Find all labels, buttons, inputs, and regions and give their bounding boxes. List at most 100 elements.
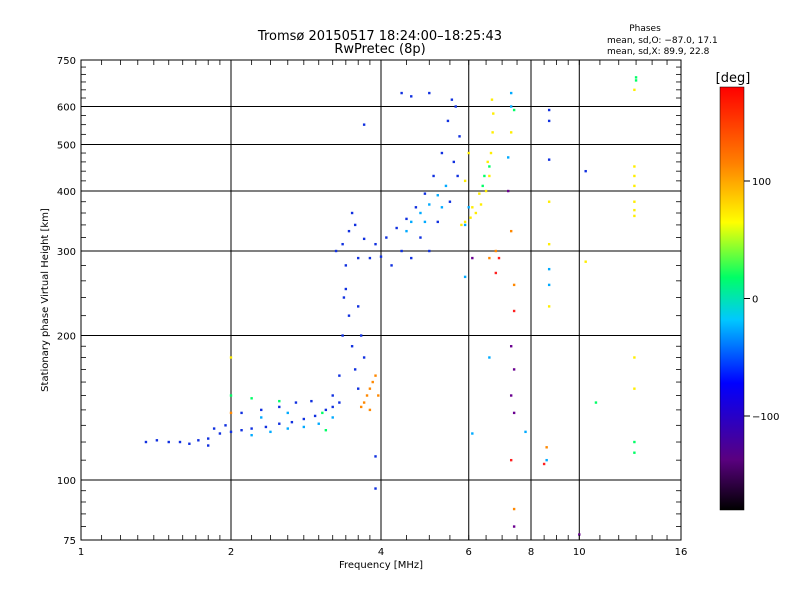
data-point	[342, 296, 346, 299]
data-point	[633, 356, 636, 359]
data-point	[547, 305, 551, 308]
x-tick-label: 4	[378, 547, 384, 558]
y-tick-label: 600	[57, 103, 76, 114]
phase-box-line-o: mean, sd,O: −87.0, 17.1	[607, 36, 718, 46]
data-point	[545, 446, 548, 449]
data-point	[410, 220, 413, 224]
data-point	[509, 229, 513, 233]
x-tick-label: 8	[528, 547, 534, 558]
data-point	[324, 408, 328, 412]
data-point	[385, 236, 388, 239]
data-point	[240, 411, 243, 415]
data-point	[379, 255, 383, 258]
data-point	[155, 439, 159, 442]
data-point	[374, 242, 377, 246]
data-point	[374, 455, 377, 458]
data-point	[584, 169, 587, 173]
data-point	[509, 394, 513, 397]
data-point	[578, 533, 581, 536]
data-point	[452, 160, 456, 164]
data-point	[448, 200, 452, 203]
data-point	[250, 427, 253, 430]
data-point	[410, 256, 413, 260]
data-point	[509, 458, 513, 462]
data-point	[356, 305, 360, 308]
data-point	[313, 414, 317, 418]
data-point	[331, 416, 334, 419]
x-tick-label: 6	[466, 547, 472, 558]
data-point	[524, 430, 527, 434]
data-point	[446, 119, 450, 123]
data-point	[509, 91, 513, 95]
data-point	[405, 229, 408, 233]
data-point	[479, 203, 483, 206]
data-point	[167, 440, 170, 444]
data-point	[547, 200, 551, 203]
data-point	[278, 422, 281, 425]
data-point	[547, 119, 551, 123]
data-point	[506, 156, 510, 159]
data-point	[545, 458, 548, 462]
data-point	[331, 405, 334, 409]
data-point	[547, 267, 551, 271]
data-point	[463, 275, 467, 279]
data-point	[488, 165, 491, 168]
phase-box-line-x: mean, sd,X: 89.9, 22.8	[607, 47, 710, 57]
data-point	[321, 411, 324, 415]
data-point	[471, 206, 474, 209]
data-point	[331, 394, 334, 397]
data-point	[206, 437, 210, 440]
data-point	[488, 256, 491, 260]
data-point	[509, 105, 513, 108]
data-point	[634, 79, 638, 82]
data-point	[633, 208, 636, 212]
data-point	[634, 76, 638, 79]
data-point	[512, 309, 516, 313]
data-point	[188, 442, 191, 445]
data-point	[440, 151, 444, 155]
data-point	[490, 98, 494, 101]
data-point	[463, 223, 467, 227]
y-axis-label: Stationary phase Virtual Height [km]	[40, 208, 51, 392]
data-point	[436, 194, 439, 197]
data-point	[144, 440, 148, 444]
data-point	[294, 401, 298, 404]
x-tick-label: 16	[675, 547, 688, 558]
colorbar-ticks: 100 0 −100	[744, 177, 779, 423]
data-point	[547, 242, 551, 246]
data-point	[633, 451, 636, 454]
chart-title: Tromsø 20150517 18:24:00–18:25:43	[257, 29, 502, 44]
data-point	[467, 206, 470, 209]
data-point	[512, 108, 516, 112]
data-point	[324, 429, 328, 432]
data-point	[486, 160, 489, 164]
x-tick-label: 2	[228, 547, 234, 558]
data-point	[362, 401, 366, 404]
data-point	[395, 226, 398, 230]
data-point	[240, 429, 243, 432]
data-point	[458, 135, 461, 138]
y-tick-label: 200	[57, 332, 76, 343]
data-point	[310, 399, 313, 403]
data-point	[460, 223, 463, 227]
data-point	[483, 174, 486, 178]
data-point	[368, 408, 372, 412]
data-point	[250, 397, 253, 400]
data-point	[456, 174, 459, 178]
data-point	[463, 179, 467, 183]
data-point	[260, 408, 263, 412]
colorbar-tick-label: −100	[752, 412, 779, 423]
data-point	[374, 374, 377, 377]
data-point	[359, 405, 363, 409]
data-point	[440, 206, 444, 209]
data-point	[633, 184, 636, 188]
data-point	[512, 368, 516, 371]
data-point	[509, 345, 513, 348]
data-point	[229, 356, 233, 359]
data-point	[334, 249, 338, 253]
data-point	[428, 203, 431, 206]
data-point	[347, 314, 351, 317]
y-tick-label: 100	[57, 476, 76, 487]
data-point	[491, 131, 494, 134]
